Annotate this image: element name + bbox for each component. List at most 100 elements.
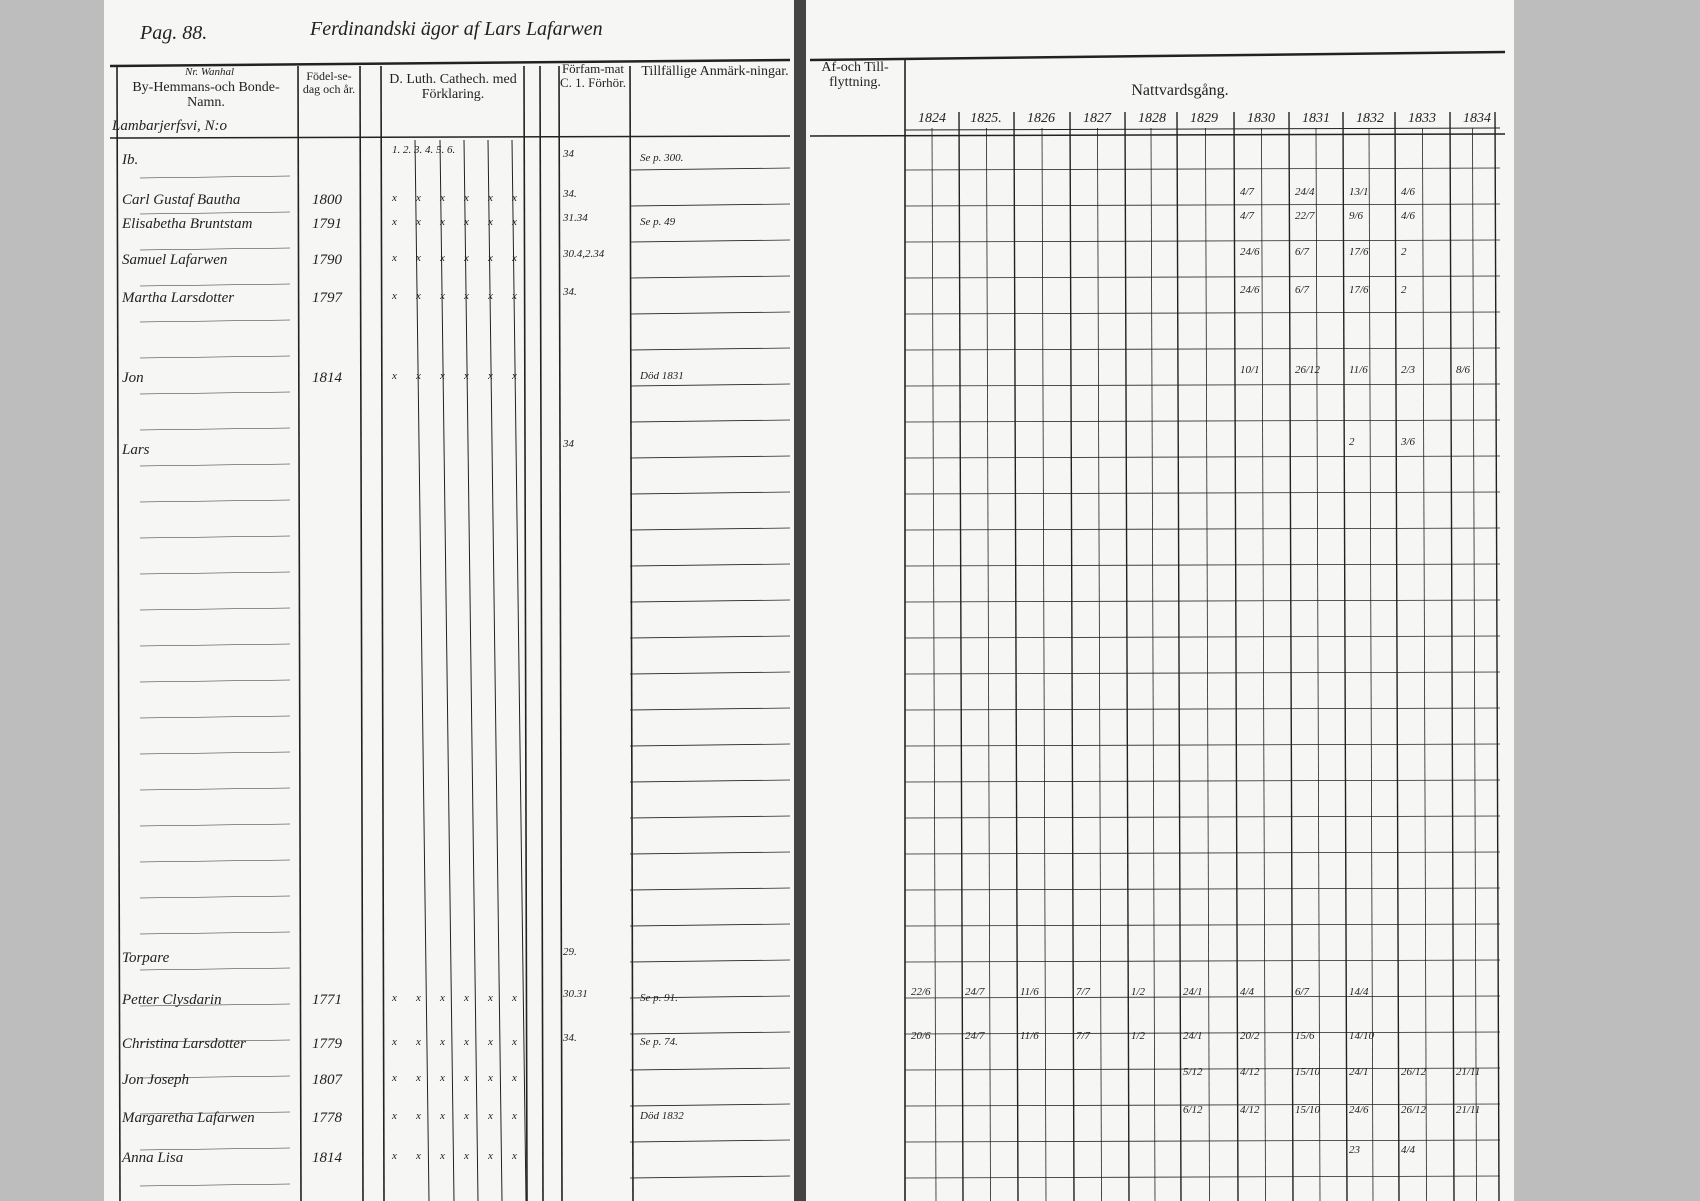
entry-birth-year: 1800 [312,192,342,208]
catechism-mark: x [512,1072,517,1084]
book-binding [794,0,806,1201]
entry-name: Margaretha Lafarwen [122,1110,255,1126]
row-rule [904,923,1501,927]
entry-exam: 34 [563,438,574,450]
year-header: 1825. [970,111,1002,126]
row-rule [904,599,1501,603]
half-year-rule [1315,127,1321,1201]
communion-mark: 2/3 [1401,364,1416,376]
header-top-rule [809,50,1506,62]
row-rule [139,319,291,323]
catechism-mark: x [440,252,445,264]
row-rule [904,707,1501,711]
communion-mark: 6/7 [1295,986,1310,998]
year-header: 1832 [1356,111,1384,126]
year-column-rule [1342,111,1348,1201]
row-rule [904,167,1501,171]
year-header: 1824 [918,111,946,126]
entry-name: Christina Larsdotter [122,1036,246,1052]
row-rule [629,923,791,927]
column-rule [359,65,364,1201]
communion-mark: 14/10 [1349,1030,1375,1042]
communion-mark: 17/6 [1349,284,1369,296]
catechism-mark: x [416,252,421,264]
communion-mark: 4/7 [1240,186,1255,198]
entry-name: Petter Clysdarin [122,992,222,1008]
half-year-rule [1368,127,1374,1201]
year-column-rule [1069,111,1075,1201]
catechism-mark: x [512,370,517,382]
row-rule [139,463,291,467]
row-rule [629,1031,791,1035]
communion-mark: 4/12 [1240,1066,1260,1078]
communion-mark: 4/4 [1240,986,1255,998]
row-rule [904,959,1501,963]
communion-mark: 10/1 [1240,364,1260,376]
row-rule [629,707,791,711]
communion-mark: 4/6 [1401,186,1416,198]
communion-mark: 15/10 [1295,1066,1321,1078]
row-rule [139,211,291,215]
entry-remark: Se p. 300. [640,152,684,164]
communion-mark: 22/6 [911,986,931,998]
entry-exam: 34. [563,286,577,298]
catechism-mark: x [392,216,397,228]
catechism-mark: x [464,370,469,382]
catechism-mark: x [440,216,445,228]
row-rule [139,643,291,647]
entry-birth-year: 1771 [312,992,342,1008]
row-rule [629,599,791,603]
catechism-mark: x [488,192,493,204]
scan-margin-left [0,0,104,1201]
row-rule [629,887,791,891]
catechism-mark: x [488,1150,493,1162]
communion-mark: 24/1 [1183,986,1203,998]
catechism-mark: x [416,216,421,228]
row-rule [629,743,791,747]
header-confirmed: Förfam-mat C. 1. Förhör. [559,61,627,90]
entry-remark: Se p. 49 [640,216,676,228]
row-rule [904,383,1501,387]
catechism-parts: 1. 2. 3. 4. 5. 6. [392,144,456,156]
year-header: 1834 [1463,111,1491,126]
header-catechism: D. Luth. Cathech. med Förklaring. [389,72,517,102]
row-rule [139,859,291,863]
communion-mark: 24/7 [965,986,985,998]
catechism-mark: x [440,992,445,1004]
row-rule [904,995,1501,999]
entry-name: Anna Lisa [122,1150,184,1166]
row-rule [139,1111,291,1115]
communion-mark: 15/10 [1295,1104,1321,1116]
half-year-rule [1097,127,1102,1201]
communion-mark: 15/6 [1295,1030,1315,1042]
row-rule [139,751,291,755]
row-rule [904,275,1501,279]
row-rule [904,851,1501,855]
column-rule [539,65,544,1201]
row-rule [139,499,291,503]
catechism-mark: x [488,290,493,302]
catechism-subcolumn-rule [487,139,503,1201]
communion-mark: 6/12 [1183,1104,1203,1116]
catechism-mark: x [464,1036,469,1048]
row-rule [904,239,1501,243]
communion-mark: 23 [1349,1144,1360,1156]
half-year-rule [986,127,991,1201]
catechism-subcolumn-rule [463,139,479,1201]
scan-margin-right [1514,0,1700,1201]
entry-exam: 31.34 [563,212,588,224]
header-moving: Af-och Till-flyttning. [821,60,889,90]
row-rule [904,779,1501,783]
row-rule [904,887,1501,891]
communion-mark: 2 [1401,246,1407,258]
row-rule [904,1175,1501,1179]
communion-mark: 3/6 [1401,436,1416,448]
row-rule [139,1003,291,1007]
row-rule [629,527,791,531]
header-communion: Nattvardsgång. [1131,82,1229,99]
catechism-mark: x [416,370,421,382]
row-rule [629,779,791,783]
half-year-rule [1150,127,1156,1201]
left-page [104,0,796,1201]
year-column-rule [1233,111,1239,1201]
